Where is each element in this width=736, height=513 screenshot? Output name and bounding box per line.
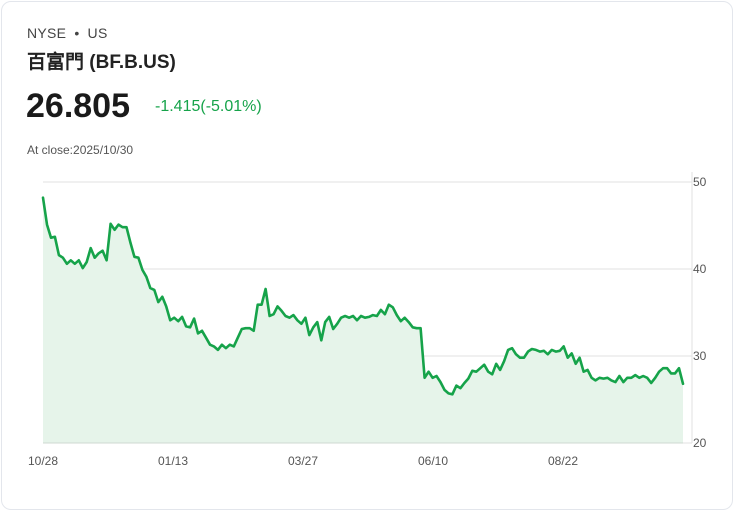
- y-tick-label: 30: [693, 349, 707, 363]
- close-time: At close:2025/10/30: [27, 143, 134, 157]
- separator-dot: •: [74, 25, 80, 41]
- y-tick-label: 50: [693, 175, 707, 189]
- y-tick-label: 20: [693, 436, 707, 450]
- exchange-info: NYSE • US: [27, 25, 108, 41]
- area-fill: [43, 197, 683, 443]
- price-line: [41, 196, 685, 396]
- exchange-label: NYSE: [27, 25, 67, 41]
- price-change: -1.415(-5.01%): [155, 98, 262, 115]
- region-label: US: [87, 25, 108, 41]
- x-tick-label: 06/10: [418, 454, 448, 468]
- stock-name: 百富門 (BF.B.US): [27, 52, 176, 73]
- x-tick-label: 03/27: [288, 454, 318, 468]
- x-tick-label: 10/28: [28, 454, 58, 468]
- y-tick-label: 40: [693, 262, 707, 276]
- current-price: 26.805: [26, 87, 130, 125]
- x-tick-label: 01/13: [158, 454, 188, 468]
- x-tick-label: 08/22: [548, 454, 578, 468]
